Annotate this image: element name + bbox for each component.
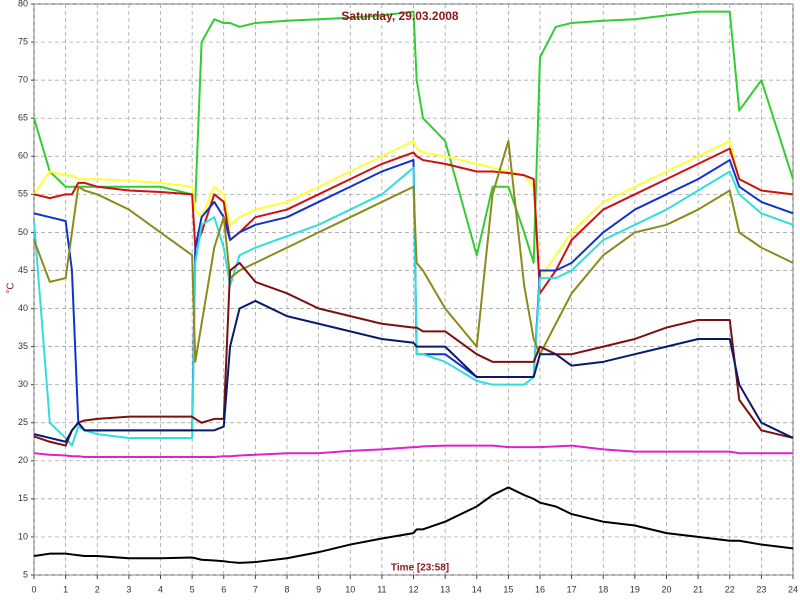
- series-line: [33, 140, 794, 363]
- y-tick-label: 75: [18, 36, 28, 46]
- x-tick-label: 3: [126, 584, 131, 594]
- x-tick-label: 12: [408, 584, 418, 594]
- x-tick-label: 17: [567, 584, 577, 594]
- x-tick-label: 22: [725, 584, 735, 594]
- series-line: [33, 261, 794, 447]
- y-tick-label: 25: [18, 417, 28, 427]
- x-tick-label: 23: [756, 584, 766, 594]
- x-tick-label: 20: [661, 584, 671, 594]
- x-tick-label: 24: [788, 584, 798, 594]
- series-line: [33, 299, 794, 443]
- y-tick-label: 80: [18, 0, 28, 8]
- y-tick-label: 30: [18, 379, 28, 389]
- x-tick-label: 1: [63, 584, 68, 594]
- chart-title: Saturday, 29.03.2008: [341, 9, 459, 23]
- y-axis-label: °C: [6, 282, 17, 293]
- x-tick-label: 0: [31, 584, 36, 594]
- x-tick-label: 8: [284, 584, 289, 594]
- x-tick-label: 2: [95, 584, 100, 594]
- x-tick-label: 19: [630, 584, 640, 594]
- y-tick-label: 60: [18, 151, 28, 161]
- y-tick-label: 40: [18, 303, 28, 313]
- y-tick-label: 35: [18, 341, 28, 351]
- x-tick-label: 21: [693, 584, 703, 594]
- x-tick-label: 6: [221, 584, 226, 594]
- y-tick-label: 50: [18, 227, 28, 237]
- x-tick-label: 18: [598, 584, 608, 594]
- series-line: [33, 10, 794, 264]
- x-tick-label: 7: [253, 584, 258, 594]
- y-tick-label: 15: [18, 493, 28, 503]
- x-tick-label: 13: [440, 584, 450, 594]
- y-tick-label: 5: [23, 569, 28, 579]
- y-tick-label: 65: [18, 113, 28, 123]
- grid: [31, 3, 794, 579]
- x-tick-label: 5: [190, 584, 195, 594]
- plot-frame: [33, 3, 794, 576]
- x-tick-label: 9: [316, 584, 321, 594]
- series-line: [33, 147, 794, 295]
- series-line: [33, 166, 794, 447]
- x-tick-label: 16: [535, 584, 545, 594]
- y-tick-label: 20: [18, 455, 28, 465]
- lines: [33, 10, 794, 564]
- x-tick-label: 15: [503, 584, 513, 594]
- x-tick-label: 4: [158, 584, 163, 594]
- y-tick-label: 45: [18, 265, 28, 275]
- x-tick-label: 11: [377, 584, 386, 594]
- x-axis-label: Time [23:58]: [391, 563, 449, 574]
- x-tick-label: 14: [472, 584, 482, 594]
- y-tick-label: 70: [18, 75, 28, 85]
- series-line: [33, 444, 793, 458]
- y-tick-label: 10: [18, 531, 28, 541]
- y-tick-label: 55: [18, 189, 28, 199]
- series-line: [33, 140, 794, 280]
- series-line: [33, 486, 794, 564]
- x-tick-label: 10: [345, 584, 355, 594]
